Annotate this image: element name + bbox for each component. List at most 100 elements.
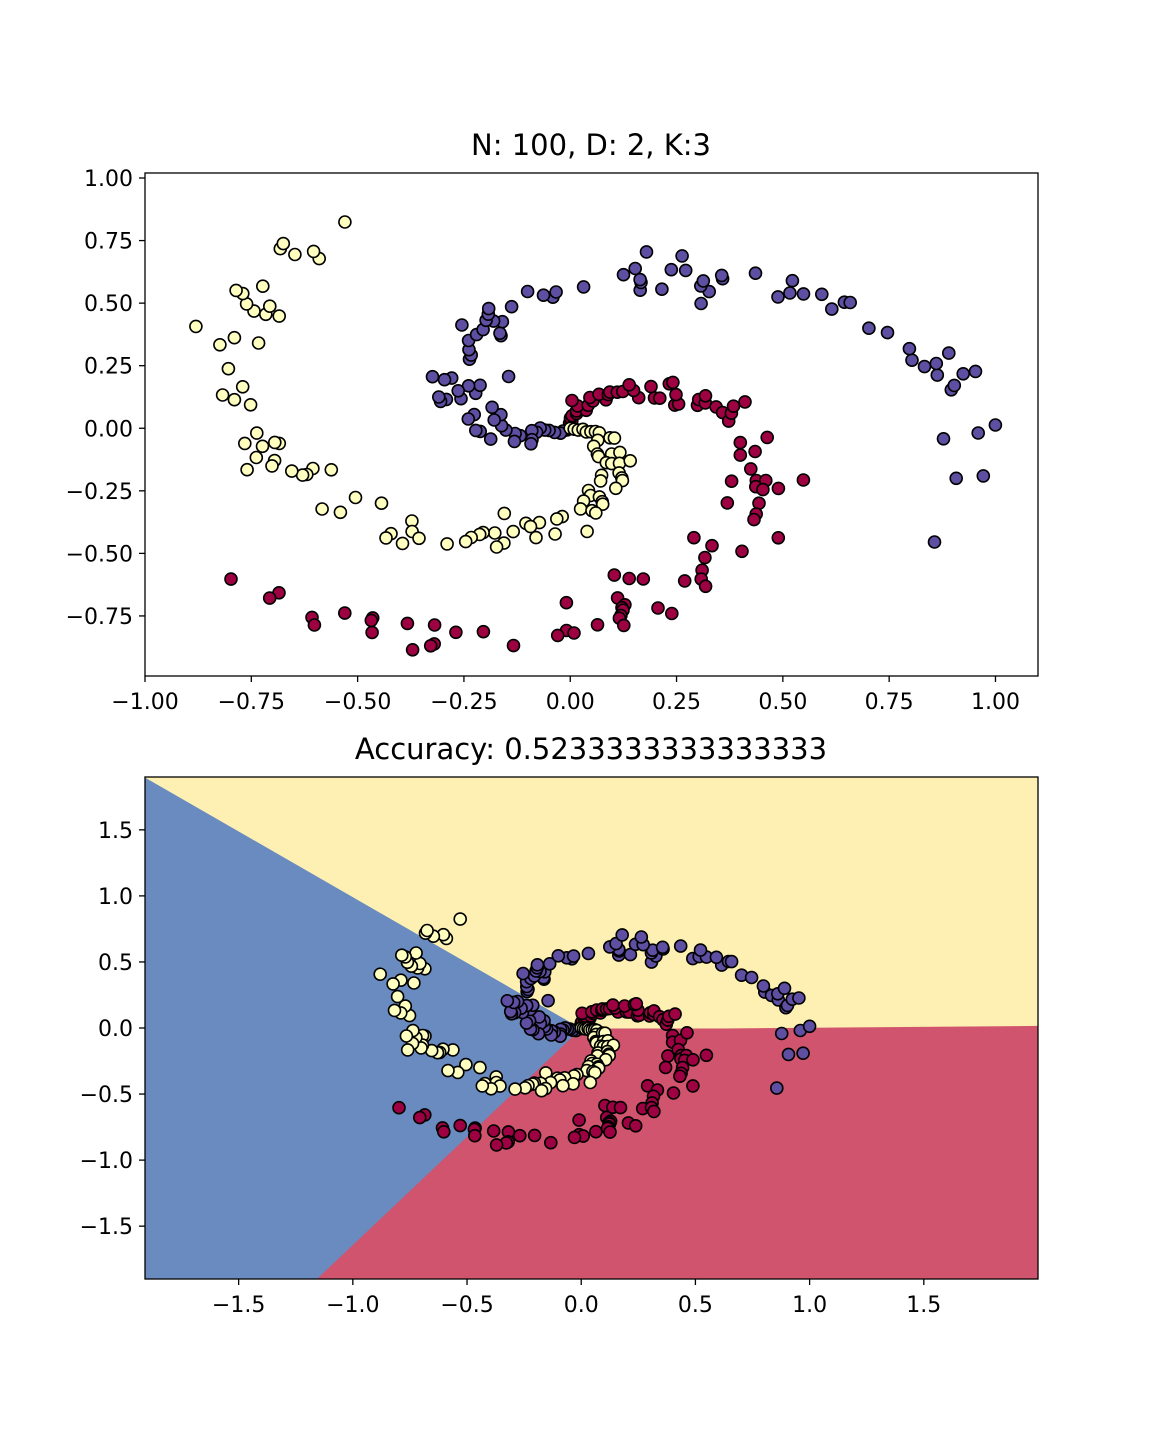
data-point-class-2	[213, 337, 227, 352]
data-point-class-2	[373, 967, 388, 982]
data-point-class-0	[698, 550, 712, 565]
data-point-class-2	[255, 439, 270, 454]
data-point-class-0	[449, 625, 463, 640]
data-point-class-1	[814, 287, 829, 302]
x-tick-label: −1.00	[111, 690, 178, 715]
data-point-class-1	[616, 267, 631, 282]
data-point-class-1	[655, 282, 669, 297]
data-point-class-0	[365, 625, 379, 640]
data-point-class-0	[572, 1113, 586, 1127]
data-point-class-0	[733, 435, 748, 450]
data-point-class-0	[629, 996, 644, 1011]
data-point-class-2	[284, 464, 299, 478]
bottom-x-axis: −1.5 −1.0 −0.5 0.0 0.5 1.0 1.5	[212, 1279, 941, 1318]
data-point-class-0	[543, 1135, 558, 1150]
data-point-class-2	[593, 474, 608, 488]
data-point-class-2	[386, 977, 400, 991]
top-scatter-plot: N: 100, D: 2, K:3 −1.00 −0.75 −0.50 −0.25 0.…	[66, 128, 1039, 715]
data-point-class-0	[489, 1138, 504, 1152]
data-point-class-0	[423, 638, 438, 653]
data-point-class-2	[399, 1029, 414, 1043]
data-point-class-2	[394, 948, 409, 963]
data-point-class-2	[506, 524, 521, 539]
data-point-class-2	[240, 462, 254, 477]
data-point-class-2	[215, 388, 230, 402]
data-point-class-0	[400, 616, 415, 631]
data-point-class-1	[485, 400, 499, 415]
data-point-class-1	[487, 413, 502, 427]
data-point-class-1	[968, 364, 983, 379]
data-point-class-2	[453, 912, 468, 926]
data-point-class-2	[595, 497, 610, 512]
data-point-class-2	[580, 524, 594, 539]
data-point-class-2	[227, 330, 242, 345]
data-point-class-1	[507, 434, 522, 449]
data-point-class-0	[796, 473, 811, 487]
data-point-class-0	[550, 628, 565, 643]
data-point-class-0	[720, 496, 735, 510]
data-point-class-1	[639, 245, 654, 259]
data-point-class-1	[576, 280, 591, 294]
data-point-class-0	[527, 1128, 542, 1143]
data-point-class-1	[696, 274, 711, 288]
data-point-class-1	[551, 948, 566, 963]
data-point-class-1	[781, 1047, 796, 1062]
data-point-class-0	[668, 1007, 682, 1021]
data-point-class-2	[395, 536, 410, 551]
data-point-class-2	[235, 379, 250, 394]
data-point-class-2	[487, 526, 502, 540]
data-point-class-2	[407, 976, 421, 990]
data-point-class-0	[705, 538, 719, 553]
data-point-class-1	[769, 1081, 784, 1095]
data-point-class-2	[440, 537, 454, 551]
data-point-class-2	[523, 519, 538, 534]
x-tick-label: −1.5	[212, 1293, 265, 1318]
x-tick-label: 0.00	[546, 690, 595, 715]
data-point-class-1	[468, 423, 483, 438]
data-point-class-0	[756, 482, 770, 497]
data-point-class-2	[607, 431, 622, 445]
data-point-class-2	[249, 426, 264, 440]
data-point-class-0	[738, 395, 752, 409]
data-point-class-2	[348, 490, 363, 505]
data-point-class-0	[392, 1100, 406, 1115]
top-y-axis: 1.00 0.75 0.50 0.25 0.00 −0.25 −0.50 −0.75	[66, 167, 145, 630]
data-point-class-0	[512, 1128, 527, 1143]
data-point-class-1	[516, 966, 530, 981]
y-tick-label: −1.5	[80, 1215, 133, 1240]
bottom-y-axis: 1.5 1.0 0.5 0.0 −0.5 −1.0 −1.5	[80, 819, 145, 1240]
x-tick-label: −1.0	[326, 1293, 379, 1318]
x-tick-label: 0.0	[564, 1293, 599, 1318]
x-tick-label: 1.0	[792, 1293, 827, 1318]
y-tick-label: 0.75	[84, 230, 133, 255]
data-point-class-0	[476, 624, 491, 639]
data-point-class-0	[748, 444, 762, 459]
data-point-class-1	[843, 295, 858, 310]
data-point-class-1	[694, 296, 708, 311]
data-point-class-0	[664, 606, 679, 621]
data-point-class-1	[541, 993, 555, 1008]
data-point-class-0	[622, 571, 637, 586]
data-point-class-2	[324, 462, 339, 477]
data-point-class-2	[306, 244, 321, 259]
data-point-class-1	[724, 954, 739, 969]
x-tick-label: −0.5	[440, 1293, 493, 1318]
data-point-class-2	[374, 496, 389, 511]
data-point-class-0	[726, 399, 741, 414]
data-point-class-2	[497, 506, 512, 521]
y-tick-label: 1.0	[98, 885, 133, 910]
y-tick-label: 1.5	[98, 819, 133, 844]
data-point-class-2	[249, 450, 264, 465]
data-point-class-1	[949, 471, 964, 486]
data-point-class-0	[622, 377, 637, 392]
data-point-class-1	[824, 302, 839, 316]
data-point-class-1	[880, 325, 895, 340]
data-point-class-2	[608, 481, 623, 496]
data-point-class-2	[255, 279, 270, 294]
x-tick-label: −0.25	[430, 690, 497, 715]
data-point-class-0	[506, 638, 521, 653]
data-point-class-1	[785, 273, 800, 288]
data-point-class-0	[673, 1069, 687, 1083]
data-point-class-2	[473, 1060, 487, 1075]
